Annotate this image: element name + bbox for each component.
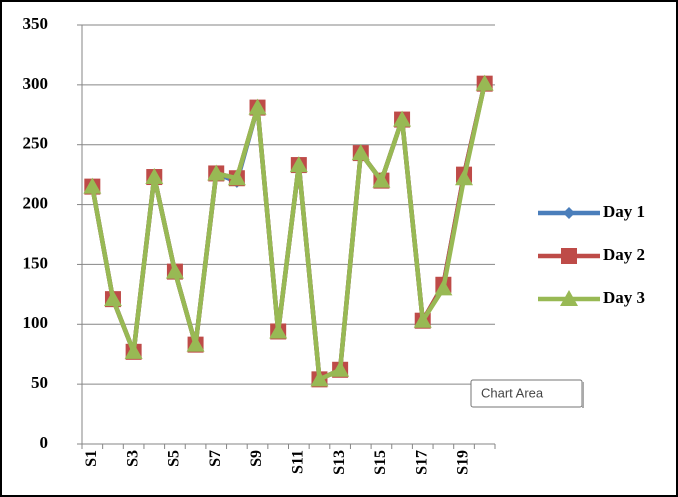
marker <box>560 290 578 306</box>
legend-label: Day 2 <box>603 245 645 264</box>
marker <box>145 168 164 185</box>
x-tick-label: S3 <box>124 450 141 467</box>
x-tick-label: S1 <box>83 450 100 467</box>
tooltip-text: Chart Area <box>481 385 544 400</box>
marker <box>413 311 432 328</box>
x-tick-label: S7 <box>207 450 224 467</box>
x-tick-label: S5 <box>166 450 183 467</box>
marker <box>124 342 143 359</box>
marker <box>434 279 453 296</box>
marker <box>310 370 329 387</box>
y-tick-label: 350 <box>23 14 49 33</box>
marker <box>227 169 246 186</box>
marker <box>372 171 391 188</box>
y-tick-label: 150 <box>23 253 49 272</box>
marker <box>563 207 575 219</box>
y-tick-label: 250 <box>23 134 49 153</box>
x-tick-label: S13 <box>331 450 348 475</box>
y-tick-label: 0 <box>40 433 49 452</box>
marker <box>207 164 226 181</box>
marker <box>331 360 350 377</box>
x-tick-label: S19 <box>455 450 472 475</box>
series-line <box>90 83 487 382</box>
marker <box>269 322 288 339</box>
legend-label: Day 3 <box>603 288 645 307</box>
y-tick-label: 300 <box>23 74 49 93</box>
x-tick-label: S15 <box>372 450 389 475</box>
marker <box>475 74 494 91</box>
marker <box>83 177 102 194</box>
marker <box>351 144 370 161</box>
x-tick-label: S17 <box>413 450 430 475</box>
marker <box>289 156 308 173</box>
marker <box>455 169 474 186</box>
marker <box>393 110 412 127</box>
marker <box>186 335 205 352</box>
marker <box>248 98 267 115</box>
marker <box>165 262 184 279</box>
marker <box>561 248 577 264</box>
y-tick-label: 50 <box>31 373 48 392</box>
x-tick-label: S9 <box>248 450 265 467</box>
legend-label: Day 1 <box>603 202 645 221</box>
y-tick-label: 200 <box>23 193 49 212</box>
marker <box>103 290 122 307</box>
x-tick-label: S11 <box>289 450 306 474</box>
y-tick-label: 100 <box>23 313 49 332</box>
